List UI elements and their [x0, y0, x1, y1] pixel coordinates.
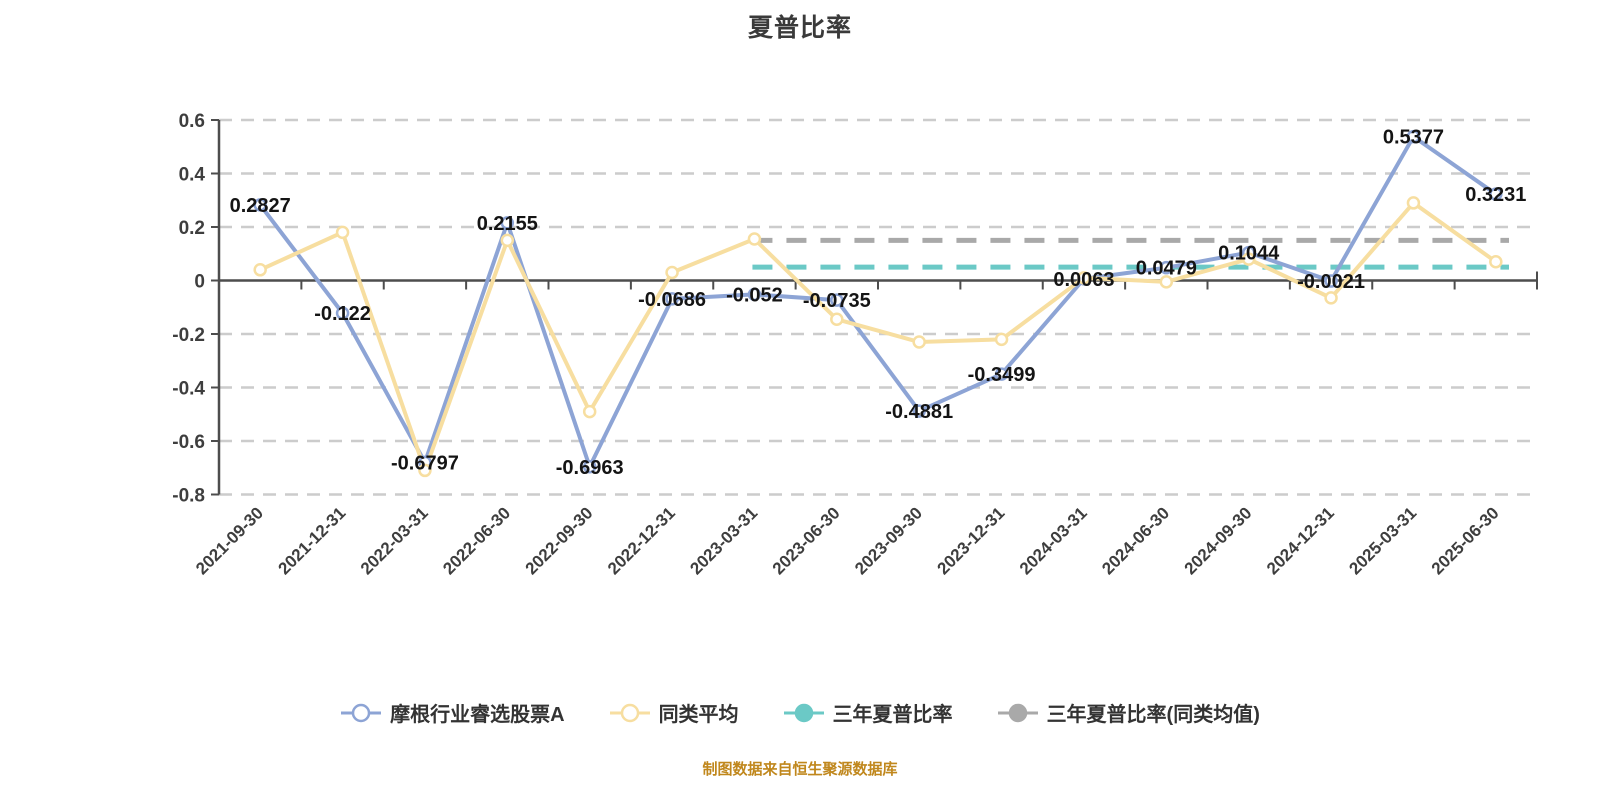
- legend-label: 摩根行业睿选股票A: [390, 704, 565, 726]
- data-point-marker[interactable]: [1324, 274, 1338, 288]
- data-point-marker[interactable]: [912, 404, 926, 418]
- data-point-marker[interactable]: [1241, 252, 1256, 266]
- data-source-note: 制图数据来自恒生聚源数据库: [702, 761, 898, 778]
- x-axis-label: 2022-12-31: [604, 503, 679, 578]
- data-point-marker[interactable]: [994, 332, 1009, 347]
- x-axis-label: 2021-12-31: [274, 503, 349, 578]
- data-point-marker[interactable]: [747, 287, 762, 302]
- data-point-label: -0.4881: [885, 401, 953, 423]
- y-axis-label: 0: [194, 272, 205, 293]
- x-axis-label: 2024-12-31: [1263, 503, 1338, 578]
- data-point-marker[interactable]: [335, 225, 350, 240]
- data-point-label: -0.0686: [638, 289, 706, 311]
- legend-marker-fund-icon: [341, 703, 382, 722]
- legend-item-three-year-avg[interactable]: 三年夏普比率(同类均值): [997, 698, 1260, 727]
- x-axis-label: 2022-09-30: [522, 503, 597, 578]
- legend-circle: [794, 703, 813, 722]
- x-axis-label: 2024-03-31: [1016, 503, 1091, 578]
- data-point-marker[interactable]: [994, 367, 1009, 381]
- data-point-label: -0.6797: [391, 452, 459, 474]
- data-point-marker[interactable]: [1406, 196, 1421, 210]
- legend-item-three-year[interactable]: 三年夏普比率: [783, 698, 953, 727]
- x-axis-label: 2025-03-31: [1345, 503, 1420, 578]
- legend-marker-three-year-icon: [783, 703, 824, 722]
- y-axis-label: -0.6: [172, 432, 205, 453]
- data-point-label: 0.3231: [1465, 184, 1526, 206]
- data-point-marker[interactable]: [747, 232, 762, 246]
- legend-marker-three-year-avg-icon: [997, 703, 1038, 722]
- data-point-marker[interactable]: [912, 335, 926, 349]
- x-axis-label: 2022-06-30: [439, 503, 514, 578]
- series-line: [258, 134, 1498, 469]
- data-point-marker[interactable]: [500, 216, 515, 230]
- data-point-marker[interactable]: [418, 463, 432, 478]
- data-point-marker[interactable]: [1406, 129, 1421, 144]
- data-point-marker[interactable]: [253, 198, 267, 212]
- data-point-marker[interactable]: [665, 292, 679, 306]
- y-axis-label: 0.4: [179, 165, 206, 186]
- data-point-marker[interactable]: [830, 312, 844, 327]
- legend-label: 同类平均: [658, 704, 739, 726]
- x-axis-label: 2022-03-31: [357, 503, 432, 578]
- chart-title: 夏普比率: [747, 14, 852, 42]
- data-point-label: 0.2155: [477, 213, 538, 235]
- legend-label: 三年夏普比率: [832, 704, 953, 726]
- data-point-label: 0.0479: [1136, 258, 1197, 280]
- data-point-label: -0.052: [726, 284, 783, 306]
- data-point-label: -0.0735: [803, 290, 871, 312]
- x-axis-label: 2024-09-30: [1181, 503, 1256, 578]
- data-point-marker[interactable]: [253, 263, 267, 277]
- y-axis-label: 0.2: [179, 218, 205, 239]
- data-point-marker[interactable]: [1159, 275, 1174, 289]
- data-point-label: 0.2827: [230, 195, 291, 217]
- data-point-marker[interactable]: [582, 404, 597, 419]
- chart-legend: 摩根行业睿选股票A 同类平均 三年夏普比率 三年夏普比率(同类均值): [0, 698, 1600, 727]
- x-axis-label: 2023-12-31: [933, 503, 1008, 578]
- data-point-marker[interactable]: [830, 293, 844, 307]
- legend-item-peer[interactable]: 同类平均: [609, 698, 739, 727]
- data-point-label: -0.3499: [968, 364, 1036, 386]
- legend-circle: [1008, 703, 1027, 722]
- data-point-label: -0.6963: [556, 457, 624, 479]
- x-axis-label: 2021-09-30: [192, 503, 267, 578]
- x-axis-label: 2024-06-30: [1098, 503, 1173, 578]
- data-point-label: 0.5377: [1383, 127, 1444, 149]
- data-point-marker[interactable]: [582, 460, 597, 474]
- x-axis-label: 2023-06-30: [769, 503, 844, 578]
- data-point-label: -0.0021: [1297, 271, 1365, 293]
- legend-circle: [351, 703, 371, 722]
- data-point-marker[interactable]: [1324, 291, 1338, 305]
- y-axis-label: -0.4: [172, 379, 205, 400]
- legend-circle: [620, 703, 639, 722]
- data-point-marker[interactable]: [1489, 255, 1503, 269]
- x-axis-label: 2023-09-30: [851, 503, 926, 578]
- legend-item-fund[interactable]: 摩根行业睿选股票A: [340, 698, 565, 727]
- series-line: [258, 200, 1498, 473]
- data-point-marker[interactable]: [1489, 187, 1503, 201]
- data-point-label: 0.0063: [1053, 269, 1114, 291]
- data-point-marker[interactable]: [665, 265, 679, 280]
- data-point-marker[interactable]: [335, 306, 350, 320]
- legend-label: 三年夏普比率(同类均值): [1046, 704, 1260, 726]
- x-axis-label: 2025-06-30: [1428, 503, 1503, 578]
- data-point-marker[interactable]: [500, 233, 515, 248]
- legend-marker-peer-icon: [609, 703, 650, 722]
- data-point-marker[interactable]: [1159, 260, 1174, 275]
- x-axis-label: 2023-03-31: [686, 503, 761, 578]
- y-axis-label: -0.8: [172, 486, 205, 507]
- data-point-marker[interactable]: [1077, 271, 1091, 285]
- data-point-label: -0.122: [314, 303, 371, 325]
- y-axis-label: 0.6: [179, 111, 205, 132]
- data-point-label: 0.1044: [1218, 243, 1280, 265]
- y-axis-label: -0.2: [172, 325, 205, 346]
